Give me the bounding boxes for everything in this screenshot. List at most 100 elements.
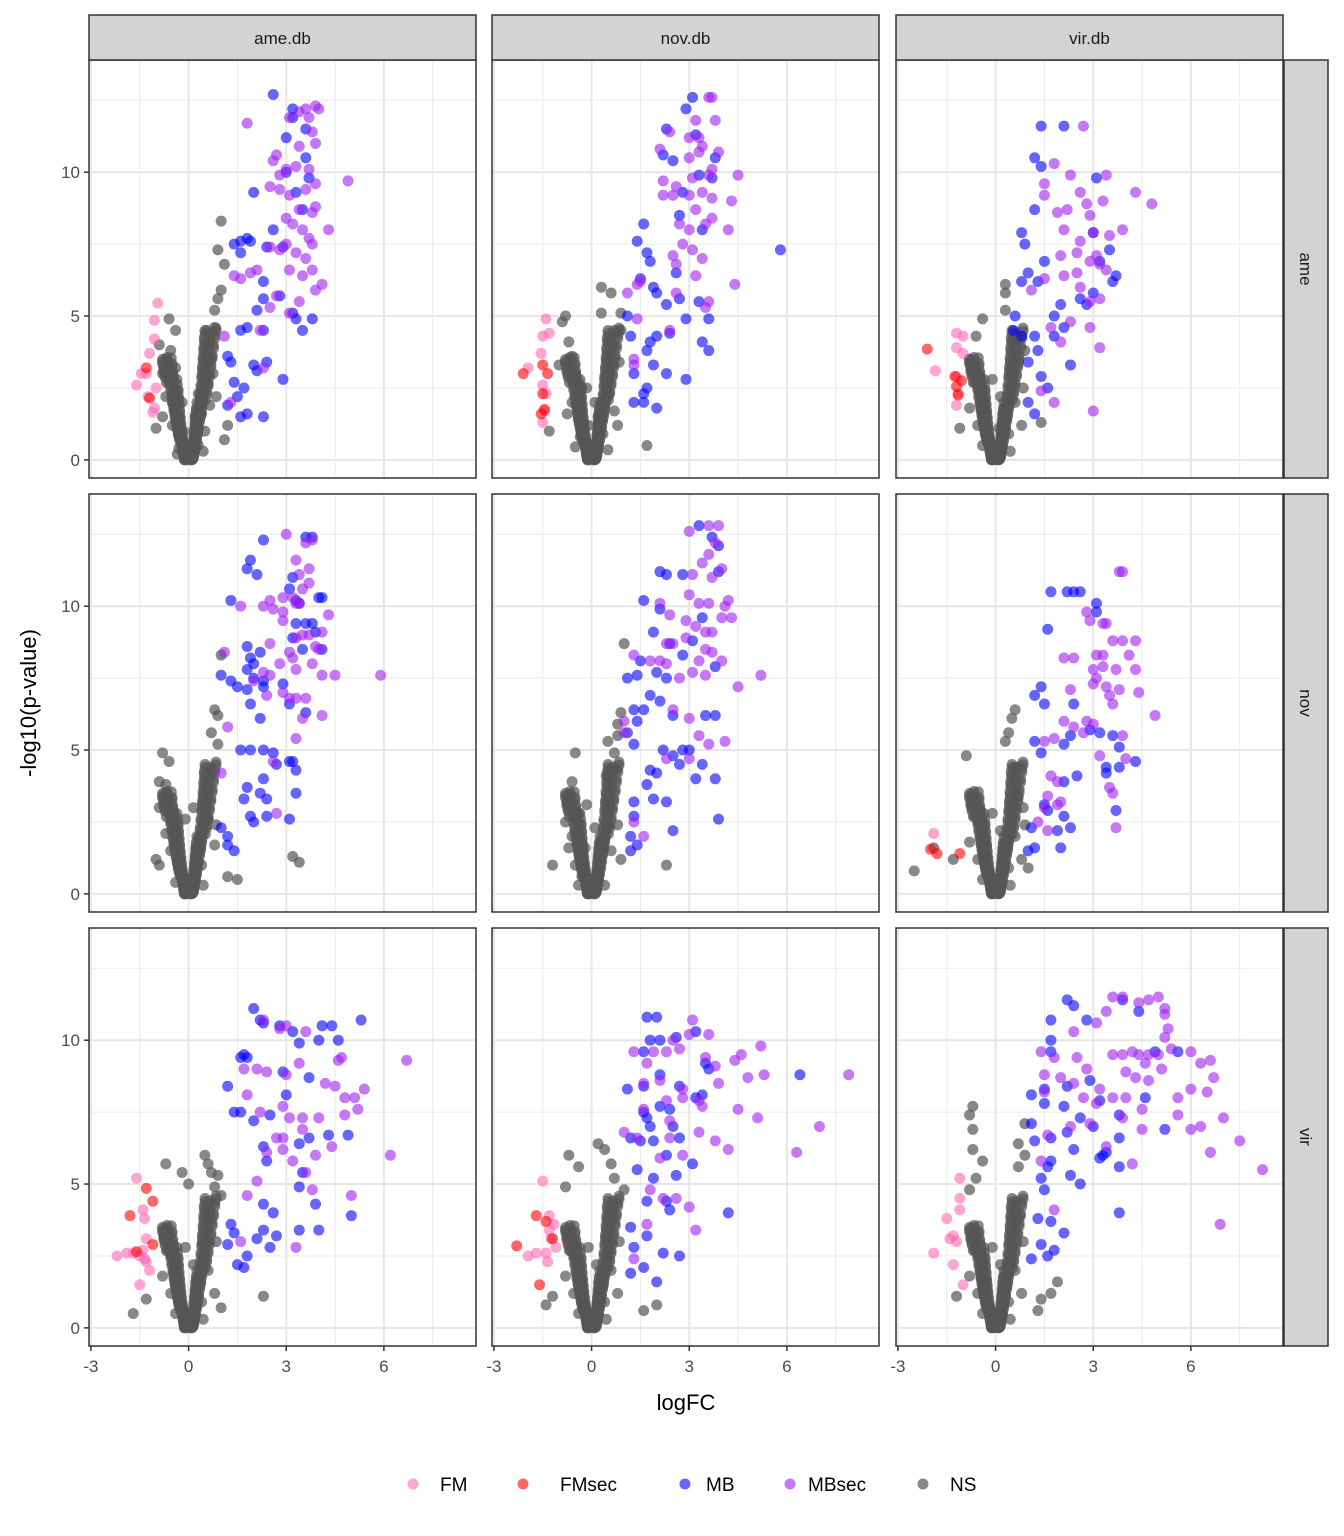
point-MB	[1055, 842, 1067, 854]
point-NS	[612, 1287, 624, 1299]
point-MB	[657, 1247, 669, 1259]
point-NS	[573, 1161, 585, 1173]
point-MB	[693, 520, 705, 532]
point-MBsec	[703, 520, 715, 532]
point-MBsec	[1094, 293, 1106, 305]
point-MB	[651, 767, 663, 779]
point-MB	[238, 382, 250, 394]
point-FM	[535, 347, 547, 359]
point-MB	[647, 1135, 659, 1147]
point-MBsec	[222, 721, 234, 733]
point-FMsec	[517, 368, 529, 380]
point-MB	[667, 155, 679, 167]
point-MBsec	[293, 569, 305, 581]
point-MBsec	[283, 264, 295, 276]
point-MB	[1104, 244, 1116, 256]
point-MBsec	[706, 646, 718, 658]
point-MBsec	[1100, 169, 1112, 181]
point-MB	[1029, 408, 1041, 420]
point-MBsec	[287, 1155, 299, 1167]
point-NS	[999, 278, 1011, 290]
point-FM	[951, 399, 963, 411]
point-MB	[297, 324, 309, 336]
point-MBsec	[1090, 1017, 1102, 1029]
point-MB	[257, 411, 269, 423]
point-FM	[550, 1241, 562, 1253]
point-MBsec	[277, 615, 289, 627]
panel-border	[491, 493, 880, 913]
point-FM	[947, 1259, 959, 1271]
point-NS	[599, 1144, 611, 1156]
point-NS	[157, 747, 169, 759]
point-NS	[600, 828, 612, 840]
point-NS	[601, 1215, 613, 1227]
point-MB	[251, 304, 263, 316]
point-MB	[303, 1132, 315, 1144]
point-MBsec	[1042, 1129, 1054, 1141]
point-MB	[264, 1109, 276, 1121]
column-strips: ame.db nov.db vir.db	[88, 14, 1284, 61]
point-NS	[600, 1225, 612, 1237]
point-MB	[703, 313, 715, 325]
point-NS	[600, 366, 612, 378]
point-NS	[977, 1155, 989, 1167]
point-NS	[613, 1193, 625, 1205]
point-MB	[257, 534, 269, 546]
point-MBsec	[631, 1132, 643, 1144]
point-FMsec	[534, 1279, 546, 1291]
point-MB	[677, 649, 689, 661]
point-MBsec	[1100, 1141, 1112, 1153]
point-MBsec	[696, 252, 708, 264]
point-MB	[625, 1267, 637, 1279]
point-NS	[600, 1262, 612, 1274]
point-FM	[139, 1213, 151, 1225]
point-NS	[582, 885, 594, 897]
point-MB	[1051, 825, 1063, 837]
point-MBsec	[693, 730, 705, 742]
point-MBsec	[218, 330, 230, 342]
point-NS	[199, 377, 211, 389]
point-MBsec	[290, 1241, 302, 1253]
point-MB	[1032, 1213, 1044, 1225]
point-MBsec	[700, 1051, 712, 1063]
point-NS	[563, 842, 575, 854]
point-NS	[582, 1241, 594, 1253]
point-MBsec	[277, 1100, 289, 1112]
point-MB	[651, 1276, 663, 1288]
point-NS	[212, 738, 224, 750]
point-MB	[241, 232, 253, 244]
point-MB	[703, 345, 715, 357]
point-NS	[127, 1307, 139, 1319]
point-MBsec	[274, 183, 286, 195]
point-NS	[210, 391, 222, 403]
point-MBsec	[352, 1103, 364, 1115]
point-MBsec	[628, 1046, 640, 1058]
point-FM	[148, 314, 160, 326]
point-MBsec	[673, 218, 685, 230]
point-MB	[267, 747, 279, 759]
point-MBsec	[1051, 776, 1063, 788]
point-NS	[1001, 1278, 1013, 1290]
point-MB	[1113, 761, 1125, 773]
point-MBsec	[709, 1060, 721, 1072]
legend-label: FM	[440, 1475, 467, 1496]
point-MB	[332, 1034, 344, 1046]
point-MBsec	[1217, 1112, 1229, 1124]
point-NS	[600, 394, 612, 406]
point-MB	[1025, 1253, 1037, 1265]
point-MBsec	[303, 629, 315, 641]
point-NS	[977, 403, 989, 415]
point-NS	[199, 811, 211, 823]
panel-border	[88, 927, 477, 1347]
point-MBsec	[1113, 566, 1125, 578]
point-MB	[696, 336, 708, 348]
point-MB	[287, 756, 299, 768]
point-NS	[573, 403, 585, 415]
point-MBsec	[726, 195, 738, 207]
point-NS	[601, 820, 613, 832]
point-MBsec	[293, 1057, 305, 1069]
point-MBsec	[1159, 1031, 1171, 1043]
point-NS	[972, 352, 984, 364]
point-MBsec	[225, 396, 237, 408]
point-MBsec	[1159, 1008, 1171, 1020]
